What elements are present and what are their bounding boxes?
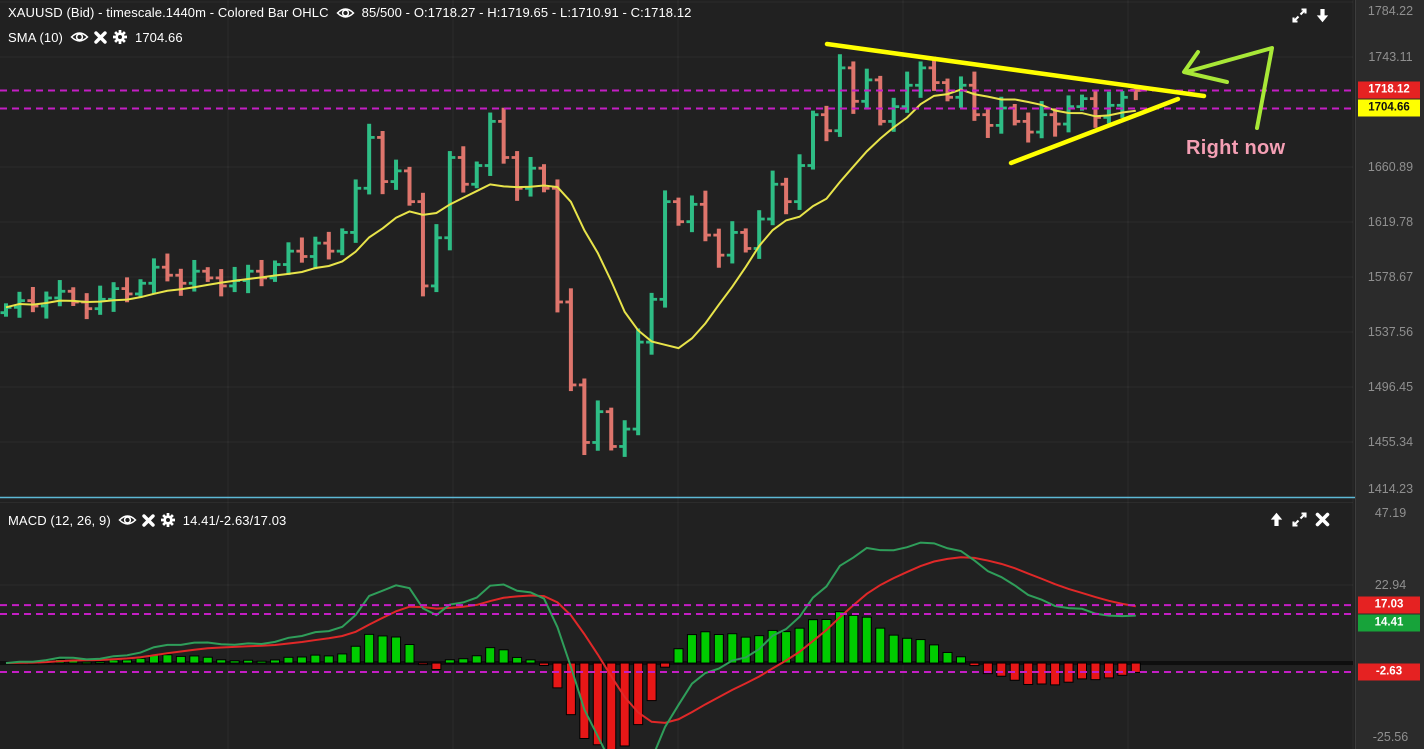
arrow-up-icon[interactable] [1269,511,1284,528]
sma-line [5,88,1136,350]
last-price-badge: 1718.12 [1358,81,1420,99]
sma-header: SMA (10) 1704.66 [8,29,183,45]
wedge-upper-trendline [824,41,1207,99]
instrument-title: XAUUSD (Bid) - timescale.1440m - Colored… [8,5,329,20]
macd-value-badge: 14.41 [1358,614,1420,632]
macd-axis-label: -25.56 [1372,730,1409,744]
price-axis-label: 1578.67 [1367,270,1414,284]
macd-level-lines [0,604,1353,674]
arrow-annotation-head [1182,50,1229,84]
visibility-eye-icon[interactable] [70,30,89,44]
expand-icon[interactable] [1291,511,1308,528]
price-panel-controls [1291,7,1330,24]
right-now-annotation-label[interactable]: Right now [1186,137,1286,159]
price-axis-label: 1784.22 [1367,4,1414,18]
grid-lines [0,0,1354,749]
price-axis-label: 1660.89 [1367,160,1414,174]
close-icon[interactable] [94,30,107,44]
macd-value-badge: -2.63 [1358,663,1420,681]
macd-axis-label: 47.19 [1374,506,1407,520]
ohlc-readout: 85/500 - O:1718.27 - H:1719.65 - L:1710.… [361,5,692,20]
macd-header: MACD (12, 26, 9) 14.41/-2.63/17.03 [8,512,286,528]
macd-axis-label: 22.94 [1374,578,1407,592]
instrument-header: XAUUSD (Bid) - timescale.1440m - Colored… [8,5,692,20]
macd-value-badge: 17.03 [1358,596,1420,614]
visibility-eye-icon[interactable] [336,6,355,20]
macd-main-line [5,541,1136,749]
price-axis-label: 1743.11 [1368,50,1413,65]
price-axis-label: 1496.45 [1367,379,1414,394]
price-series[interactable] [0,54,1142,457]
close-icon[interactable] [142,513,155,527]
price-axis-label: 1414.23 [1367,482,1414,496]
expand-icon[interactable] [1291,7,1308,24]
arrow-down-icon[interactable] [1315,7,1330,24]
sma-label: SMA (10) [8,29,63,45]
macd-panel-controls [1269,511,1330,528]
price-level-lines [0,89,1353,110]
arrow-annotation [1184,46,1274,130]
gear-icon[interactable] [160,512,176,528]
visibility-eye-icon[interactable] [118,513,137,527]
price-axis-label: 1619.78 [1367,215,1414,229]
last-price-badge: 1704.66 [1358,99,1420,117]
price-axis-label: 1537.56 [1367,325,1414,339]
macd-label: MACD (12, 26, 9) [8,512,111,528]
price-axis-label: 1455.34 [1367,434,1414,449]
macd-signal-line [5,556,1136,724]
sma-value: 1704.66 [134,29,183,45]
macd-indicator[interactable] [0,541,1353,749]
macd-values: 14.41/-2.63/17.03 [182,512,287,528]
drawing-annotations[interactable] [824,41,1274,166]
close-icon[interactable] [1315,511,1330,528]
gear-icon[interactable] [112,29,128,45]
wedge-lower-trendline [1008,96,1181,166]
